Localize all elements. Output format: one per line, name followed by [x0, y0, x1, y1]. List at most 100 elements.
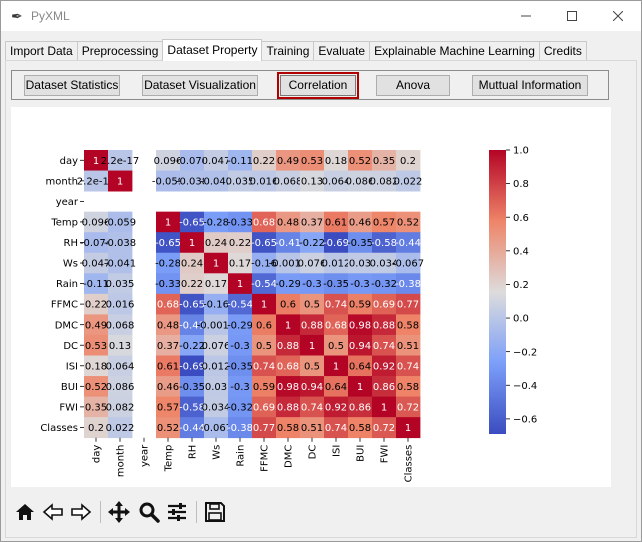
heatmap-cell-label: 0.064	[322, 176, 351, 187]
tab-credits[interactable]: Credits	[538, 41, 587, 61]
minimize-button[interactable]	[503, 1, 549, 31]
configure-subplots-button[interactable]	[164, 499, 190, 525]
zoom-button[interactable]	[136, 499, 162, 525]
heatmap-cell	[372, 273, 397, 295]
heatmap-cell	[156, 211, 181, 233]
back-button[interactable]	[40, 499, 66, 525]
heatmap-cell	[204, 252, 229, 274]
heatmap-cell	[84, 273, 109, 295]
mutual-information-button[interactable]: Muttual Information	[472, 75, 588, 96]
heatmap-cell	[228, 355, 253, 377]
tab-evaluate[interactable]: Evaluate	[313, 41, 371, 61]
dataset-visualization-button[interactable]: Dataset Visualization	[142, 75, 258, 96]
dataset-statistics-button[interactable]: Dataset Statistics	[24, 75, 120, 96]
heatmap-cell	[252, 170, 277, 192]
y-tick-label: RH	[64, 238, 78, 249]
heatmap-cell	[276, 232, 301, 254]
heatmap-cell	[372, 396, 397, 418]
heatmap-cell	[276, 355, 301, 377]
heatmap-cell	[180, 150, 205, 171]
heatmap-cell-label: -0.69	[323, 238, 349, 249]
x-tick-label: RH	[188, 445, 199, 459]
heatmap-cell-label: 0.6	[280, 300, 296, 311]
colorbar-tick-label: 1.0	[513, 146, 529, 157]
heatmap-cell-label: 0.068	[274, 176, 303, 187]
heatmap-cell	[156, 396, 181, 418]
heatmap-cell	[252, 232, 277, 254]
home-button[interactable]	[12, 499, 38, 525]
heatmap-cell	[84, 293, 109, 315]
heatmap-cell	[252, 293, 277, 315]
heatmap-cell	[300, 170, 325, 192]
heatmap-cell	[396, 417, 421, 439]
tab-explainable-ml[interactable]: Explainable Machine Learning	[369, 41, 540, 61]
heatmap-cell-label: -0.16	[251, 259, 277, 270]
heatmap-cell-label: 1	[93, 156, 99, 167]
heatmap-cell	[108, 314, 133, 336]
heatmap-cell	[276, 417, 301, 439]
anova-button[interactable]: Anova	[376, 75, 450, 96]
heatmap-cell	[156, 334, 181, 356]
heatmap-cell-label: -0.29	[275, 279, 301, 290]
tab-preprocessing[interactable]: Preprocessing	[76, 41, 164, 61]
heatmap-cell-label: -0.28	[155, 259, 181, 270]
heatmap-cell	[348, 355, 373, 377]
heatmap-cell-label: 0.6	[256, 320, 272, 331]
maximize-button[interactable]	[549, 1, 595, 31]
heatmap-cell	[108, 376, 133, 397]
heatmap-cell	[228, 314, 253, 336]
tab-dataset-property[interactable]: Dataset Property	[162, 39, 263, 61]
heatmap-cell	[348, 417, 373, 439]
tab-training[interactable]: Training	[261, 41, 315, 61]
tab-import-data[interactable]: Import Data	[5, 41, 78, 61]
heatmap-cell	[300, 334, 325, 356]
heatmap-cell-label: 0.61	[157, 361, 179, 372]
heatmap-cell	[324, 273, 349, 295]
heatmap-cell	[300, 314, 325, 336]
heatmap-cell	[84, 396, 109, 418]
close-button[interactable]	[595, 1, 641, 31]
heatmap-cell-label: -0.41	[275, 238, 301, 249]
heatmap-cell-label: 0.52	[85, 382, 107, 393]
heatmap-cell	[276, 211, 301, 233]
heatmap-cell	[156, 232, 181, 254]
heatmap-cell	[276, 376, 301, 397]
heatmap-cell-label: 1	[381, 402, 387, 413]
heatmap-cell	[156, 355, 181, 377]
heatmap-cell	[372, 170, 397, 192]
heatmap-cell	[228, 293, 253, 315]
heatmap-cell-label: 0.52	[349, 156, 371, 167]
heatmap-cell	[84, 252, 109, 274]
pan-button[interactable]	[106, 499, 132, 525]
heatmap-cell	[276, 273, 301, 295]
heatmap-cell-label: -0.65	[179, 218, 205, 229]
window-title: PyXML	[31, 9, 70, 23]
toolbar-separator	[100, 501, 101, 523]
heatmap-cell-label: 2.2e-17	[101, 156, 139, 167]
forward-button[interactable]	[68, 499, 94, 525]
heatmap-cell-label: 0.88	[277, 402, 299, 413]
x-tick-label: FFMC	[260, 445, 271, 472]
heatmap-cell-label: 1	[117, 176, 123, 187]
heatmap-cell-label: 0.68	[253, 218, 275, 229]
heatmap-cell-label: -0.32	[227, 402, 253, 413]
heatmap-cell-label: -0.28	[203, 218, 229, 229]
heatmap-cell	[252, 273, 277, 295]
title-bar: ✒ PyXML	[1, 1, 641, 31]
heatmap-cell	[156, 252, 181, 274]
heatmap-cell-label: 1	[285, 320, 291, 331]
heatmap-cell-label: -0.11	[83, 279, 109, 290]
heatmap-cell-label: -0.22	[299, 238, 325, 249]
minimize-icon	[521, 15, 531, 17]
save-button[interactable]	[202, 499, 228, 525]
heatmap-cell-label: -0.54	[251, 279, 277, 290]
heatmap-cell-label: 0.68	[325, 320, 347, 331]
heatmap-cell-label: 0.77	[253, 423, 275, 434]
heatmap-cell	[300, 293, 325, 315]
correlation-button[interactable]: Correlation	[277, 72, 359, 99]
heatmap-cell-label: 0.035	[226, 176, 255, 187]
heatmap-cell-label: 0.61	[325, 218, 347, 229]
heatmap-cell	[300, 417, 325, 439]
